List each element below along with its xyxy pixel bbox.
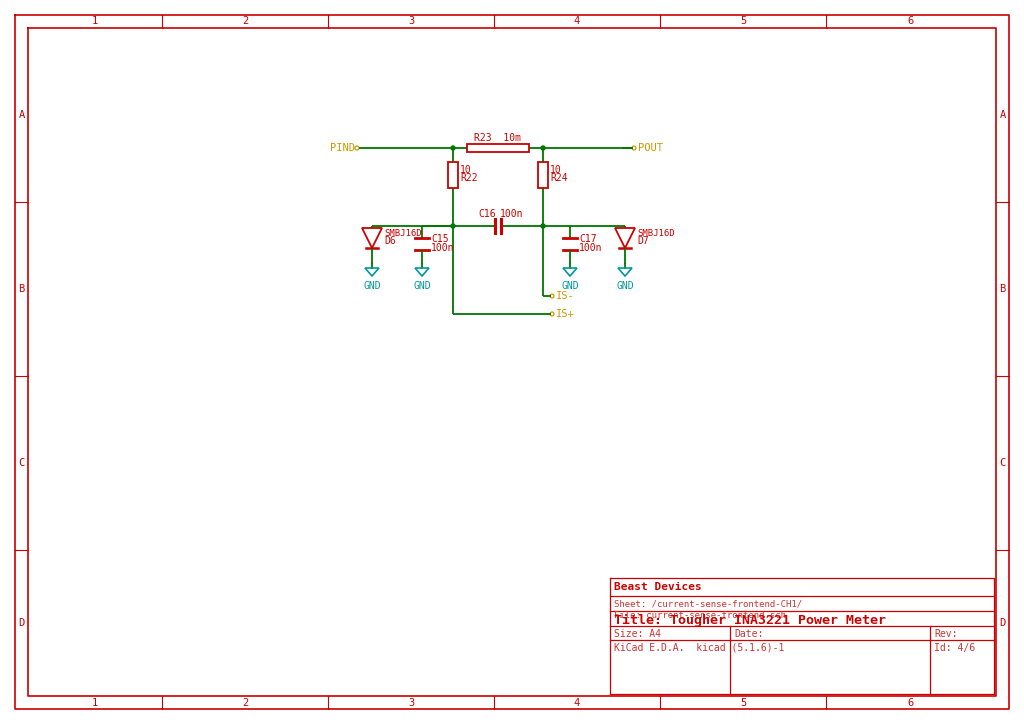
Text: R24: R24 — [550, 173, 567, 183]
Circle shape — [451, 146, 455, 150]
Text: D: D — [999, 618, 1006, 628]
Text: 10: 10 — [550, 165, 562, 175]
Text: 100n: 100n — [431, 243, 455, 253]
Text: GND: GND — [364, 281, 381, 291]
Text: 2: 2 — [242, 697, 248, 707]
Text: C: C — [999, 458, 1006, 468]
Text: 6: 6 — [908, 697, 914, 707]
Text: 3: 3 — [408, 17, 414, 27]
Text: D: D — [18, 618, 25, 628]
Text: B: B — [18, 284, 25, 294]
Text: PIND: PIND — [330, 143, 355, 153]
Text: C15: C15 — [431, 234, 449, 244]
Text: 4: 4 — [573, 17, 581, 27]
Text: GND: GND — [561, 281, 579, 291]
Text: 10: 10 — [460, 165, 472, 175]
Text: A: A — [999, 110, 1006, 120]
Text: D6: D6 — [384, 236, 395, 246]
Circle shape — [541, 224, 545, 228]
Text: 5: 5 — [740, 17, 746, 27]
Circle shape — [541, 146, 545, 150]
Bar — [538, 162, 548, 188]
Text: Rev:: Rev: — [934, 629, 957, 639]
Text: Id: 4/6: Id: 4/6 — [934, 643, 975, 653]
Text: GND: GND — [616, 281, 634, 291]
Text: Title: Tougher INA3221 Power Meter: Title: Tougher INA3221 Power Meter — [614, 613, 886, 626]
Text: Beast Devices: Beast Devices — [614, 582, 701, 592]
Bar — [449, 162, 458, 188]
Text: 3: 3 — [408, 697, 414, 707]
Text: Sheet: /current-sense-frontend-CH1/: Sheet: /current-sense-frontend-CH1/ — [614, 599, 802, 608]
Text: 6: 6 — [908, 17, 914, 27]
Text: Size: A4: Size: A4 — [614, 629, 662, 639]
Bar — [467, 144, 529, 152]
Text: POUT: POUT — [638, 143, 663, 153]
Text: SMBJ16D: SMBJ16D — [637, 229, 675, 237]
Text: 100n: 100n — [579, 243, 602, 253]
Text: IS+: IS+ — [556, 309, 574, 319]
Text: SMBJ16D: SMBJ16D — [384, 229, 422, 237]
Text: 2: 2 — [242, 17, 248, 27]
Circle shape — [451, 224, 455, 228]
Text: GND: GND — [414, 281, 431, 291]
Text: C16: C16 — [478, 209, 496, 219]
Text: R22: R22 — [460, 173, 477, 183]
Text: 4: 4 — [573, 697, 581, 707]
Text: D7: D7 — [637, 236, 649, 246]
Text: C17: C17 — [579, 234, 597, 244]
Text: File: current-sense-frontend.sch: File: current-sense-frontend.sch — [614, 610, 786, 620]
Text: A: A — [18, 110, 25, 120]
Text: 100n: 100n — [500, 209, 523, 219]
Text: 1: 1 — [92, 17, 98, 27]
Text: B: B — [999, 284, 1006, 294]
Text: 1: 1 — [92, 697, 98, 707]
Text: R23  10m: R23 10m — [474, 133, 521, 143]
Text: 5: 5 — [740, 697, 746, 707]
Text: C: C — [18, 458, 25, 468]
Text: Date:: Date: — [734, 629, 763, 639]
Text: IS-: IS- — [556, 291, 574, 301]
Text: KiCad E.D.A.  kicad (5.1.6)-1: KiCad E.D.A. kicad (5.1.6)-1 — [614, 643, 784, 653]
